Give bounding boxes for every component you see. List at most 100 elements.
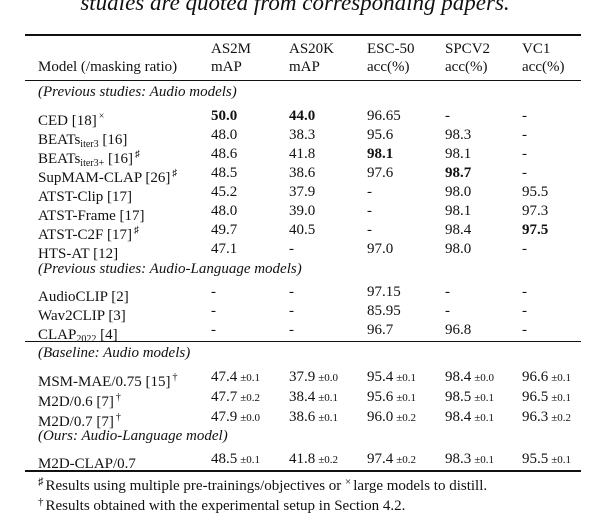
header-vc1: VC1 acc(%)	[522, 41, 565, 75]
value-cell: 48.6	[211, 146, 238, 162]
header-rule	[25, 80, 581, 81]
value-cell: 98.4 ±0.0	[445, 369, 495, 385]
model-name: M2D/0.7 [7] †	[38, 412, 121, 430]
value-cell: 50.0	[211, 108, 238, 124]
value-cell: 95.6 ±0.1	[367, 389, 417, 405]
value-cell: 96.65	[367, 108, 401, 124]
model-name: BEATsiter3 [16]	[38, 132, 128, 150]
value-cell: -	[522, 241, 527, 257]
model-name: MSM-MAE/0.75 [15] †	[38, 372, 178, 390]
value-cell: 95.4 ±0.1	[367, 369, 417, 385]
value-cell: 96.6 ±0.1	[522, 369, 572, 385]
value-cell: -	[522, 165, 527, 181]
table-row: M2D/0.7 [7] † 47.9 ±0.0 38.6 ±0.1 96.0 ±0.2 98.4…	[0, 408, 590, 430]
value-cell: 98.5 ±0.1	[445, 389, 495, 405]
value-cell: 38.6 ±0.1	[289, 409, 339, 425]
value-cell: -	[367, 184, 372, 200]
model-name: HTS-AT [12]	[38, 246, 119, 262]
value-cell: -	[445, 108, 450, 124]
header-as20k: AS20K mAP	[289, 41, 335, 75]
table-row: BEATsiter3+ [16] ♯ 48.6 41.8 98.1 98.1 -	[0, 145, 590, 169]
value-cell: -	[289, 241, 294, 257]
top-rule	[25, 34, 581, 36]
model-name: CLAP2022 [4]	[38, 327, 118, 345]
model-name: M2D-CLAP/0.7	[38, 456, 136, 472]
value-cell: 96.0 ±0.2	[367, 409, 417, 425]
table-row: BEATsiter3 [16] 48.0 38.3 95.6 98.3 -	[0, 126, 590, 150]
value-cell: -	[522, 108, 527, 124]
value-cell: -	[522, 303, 527, 319]
value-cell: 48.0	[211, 127, 238, 143]
table-row: ATST-Clip [17] 45.2 37.9 - 98.0 95.5	[0, 183, 590, 205]
value-cell: -	[522, 322, 527, 338]
value-cell: 98.3	[445, 127, 472, 143]
value-cell: 97.5	[522, 222, 549, 238]
value-cell: -	[211, 284, 216, 300]
value-cell: 41.8 ±0.2	[289, 451, 339, 467]
value-cell: -	[522, 127, 527, 143]
table-row: SupMAM-CLAP [26] ♯ 48.5 38.6 97.6 98.7 -	[0, 164, 590, 186]
model-name: ATST-Frame [17]	[38, 208, 145, 224]
value-cell: 98.3 ±0.1	[445, 451, 495, 467]
value-cell: 96.3 ±0.2	[522, 409, 572, 425]
value-cell: 47.4 ±0.1	[211, 369, 261, 385]
value-cell: 37.9 ±0.0	[289, 369, 339, 385]
value-cell: 38.3	[289, 127, 316, 143]
table-row: CLAP2022 [4] - - 96.7 96.8 -	[0, 321, 590, 345]
table-row: Wav2CLIP [3] - - 85.95 - -	[0, 302, 590, 324]
value-cell: 37.9	[289, 184, 316, 200]
value-cell: 97.3	[522, 203, 549, 219]
model-name: CED [18] ×	[38, 111, 105, 129]
header-esc50: ESC-50 acc(%)	[367, 41, 415, 75]
value-cell: -	[522, 284, 527, 300]
table-row: MSM-MAE/0.75 [15] † 47.4 ±0.1 37.9 ±0.0 95.4 ±0…	[0, 368, 590, 390]
table-row: AudioCLIP [2] - - 97.15 - -	[0, 283, 590, 305]
value-cell: 95.5 ±0.1	[522, 451, 572, 467]
value-cell: 48.5	[211, 165, 238, 181]
value-cell: 98.1	[445, 146, 472, 162]
value-cell: 85.95	[367, 303, 401, 319]
group-label: (Ours: Audio-Language model)	[38, 428, 228, 444]
value-cell: 98.4	[445, 222, 472, 238]
table-row: M2D/0.6 [7] † 47.7 ±0.2 38.4 ±0.1 95.6 ±0.1 98.5…	[0, 388, 590, 410]
table-row: CED [18] × 50.0 44.0 96.65 - -	[0, 107, 590, 129]
value-cell: 98.0	[445, 241, 472, 257]
value-cell: -	[445, 284, 450, 300]
value-cell: 47.9 ±0.0	[211, 409, 261, 425]
caption-fragment: studies are quoted from corresponding pa…	[80, 0, 510, 15]
value-cell: 40.5	[289, 222, 316, 238]
value-cell: -	[289, 322, 294, 338]
value-cell: 98.7	[445, 165, 472, 181]
value-cell: 45.2	[211, 184, 238, 200]
table-row: ATST-Frame [17] 48.0 39.0 - 98.1 97.3	[0, 202, 590, 224]
value-cell: -	[289, 303, 294, 319]
table-row: M2D-CLAP/0.7 48.5 ±0.1 41.8 ±0.2 97.4 ±0.2 98.3…	[0, 450, 590, 472]
group-label: (Baseline: Audio models)	[38, 345, 191, 361]
value-cell: 38.4 ±0.1	[289, 389, 339, 405]
value-cell: 49.7	[211, 222, 238, 238]
value-cell: 95.6	[367, 127, 394, 143]
bottom-rule	[25, 470, 581, 472]
model-name: AudioCLIP [2]	[38, 289, 129, 305]
value-cell: 95.5	[522, 184, 549, 200]
value-cell: 98.4 ±0.1	[445, 409, 495, 425]
value-cell: 47.1	[211, 241, 238, 257]
value-cell: 97.4 ±0.2	[367, 451, 417, 467]
header-model: Model (/masking ratio)	[38, 59, 178, 75]
value-cell: 47.7 ±0.2	[211, 389, 261, 405]
value-cell: 97.6	[367, 165, 394, 181]
value-cell: 98.1	[367, 146, 394, 162]
value-cell: 96.5 ±0.1	[522, 389, 572, 405]
value-cell: -	[367, 203, 372, 219]
value-cell: 97.15	[367, 284, 401, 300]
model-name: M2D/0.6 [7] †	[38, 392, 121, 410]
footnote-2: † Results obtained with the experimental …	[38, 496, 406, 514]
value-cell: 98.1	[445, 203, 472, 219]
section-rule	[25, 341, 581, 342]
group-label: (Previous studies: Audio-Language models…	[38, 261, 302, 277]
value-cell: 96.8	[445, 322, 472, 338]
value-cell: -	[367, 222, 372, 238]
value-cell: 98.0	[445, 184, 472, 200]
group-label: (Previous studies: Audio models)	[38, 84, 237, 100]
value-cell: 48.5 ±0.1	[211, 451, 261, 467]
